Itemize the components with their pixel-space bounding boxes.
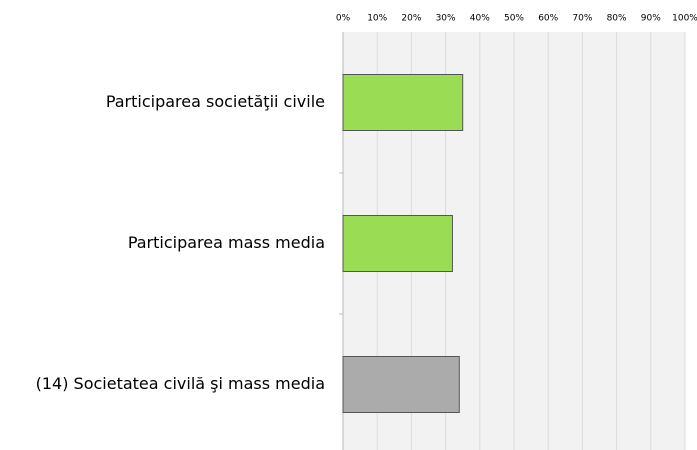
- x-tick-label: 20%: [401, 14, 421, 24]
- bar: [342, 356, 460, 413]
- x-tick-label: 90%: [641, 14, 661, 24]
- x-tick-label: 100%: [672, 14, 697, 24]
- x-tick-label: 80%: [607, 14, 627, 24]
- bar: [342, 74, 464, 131]
- y-tick-label: (14) Societatea civilă şi mass media: [36, 374, 325, 393]
- y-tick-label: Participarea mass media: [128, 233, 325, 252]
- x-tick-label: 70%: [572, 14, 592, 24]
- x-tick-label: 10%: [367, 14, 387, 24]
- y-tick-label: Participarea societăţii civile: [106, 92, 325, 111]
- x-tick-label: 0%: [336, 14, 351, 24]
- x-tick-label: 60%: [538, 14, 558, 24]
- x-tick-label: 40%: [470, 14, 490, 24]
- x-tick-label: 50%: [504, 14, 524, 24]
- x-tick-label: 30%: [436, 14, 456, 24]
- bar: [342, 215, 453, 272]
